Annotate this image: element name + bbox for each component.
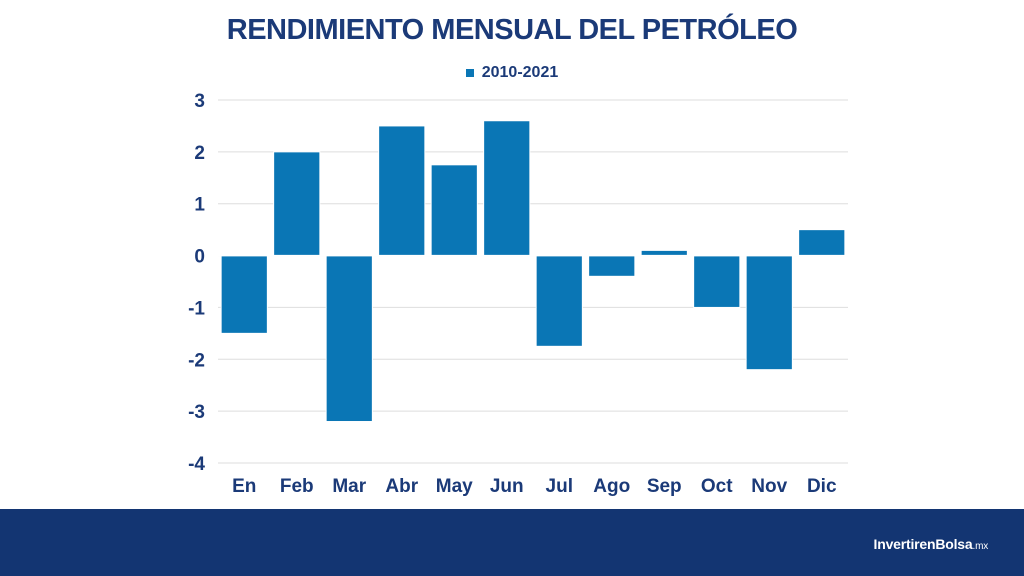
y-tick-label: -1 [188,298,205,319]
y-tick-label: 2 [194,143,205,164]
legend: 2010-2021 [0,64,1024,82]
y-tick-label: 0 [194,247,205,268]
brand-name: InvertirenBolsa [873,536,973,552]
brand-suffix: .mx [972,541,988,552]
x-tick-label: En [232,476,256,497]
bar-abr [378,125,426,257]
x-tick-label: Dic [807,476,837,497]
bar-dic [798,229,846,257]
bar-feb [273,151,321,257]
x-tick-label: Jul [546,476,573,497]
bar-sep [640,249,688,257]
x-tick-label: May [436,476,473,497]
bar-jun [483,120,531,257]
y-tick-label: -3 [188,402,205,423]
x-tick-label: Sep [647,476,682,497]
bar-mar [325,255,373,423]
y-tick-label: -2 [188,350,205,371]
brand-logo[interactable]: InvertirenBolsa.mx [873,536,989,552]
x-tick-label: Feb [280,476,314,497]
x-tick-label: Ago [593,476,630,497]
bar-en [220,255,268,334]
x-tick-label: Abr [385,476,418,497]
bar-chart: 3 2 1 0 -1 -2 -3 -4 En Feb Mar Abr May Jun Jul Ago Sep Oc… [188,91,848,497]
bar-oct [693,255,741,308]
x-tick-label: Nov [751,476,787,497]
x-tick-label: Jun [490,476,524,497]
legend-label: 2010-2021 [481,64,559,81]
footer-bar: InvertirenBolsa.mx [0,509,1024,576]
y-tick-label: 3 [194,91,205,112]
legend-swatch [465,69,474,77]
y-tick-label: -4 [188,454,205,475]
chart-title: RENDIMIENTO MENSUAL DEL PETRÓLEO [226,14,798,46]
bar-nov [745,255,793,371]
x-tick-label: Mar [332,476,366,497]
bar-ago [588,255,636,277]
bar-jul [535,255,583,347]
bar-may [430,164,478,257]
y-tick-label: 1 [194,195,205,216]
x-tick-label: Oct [701,476,733,497]
